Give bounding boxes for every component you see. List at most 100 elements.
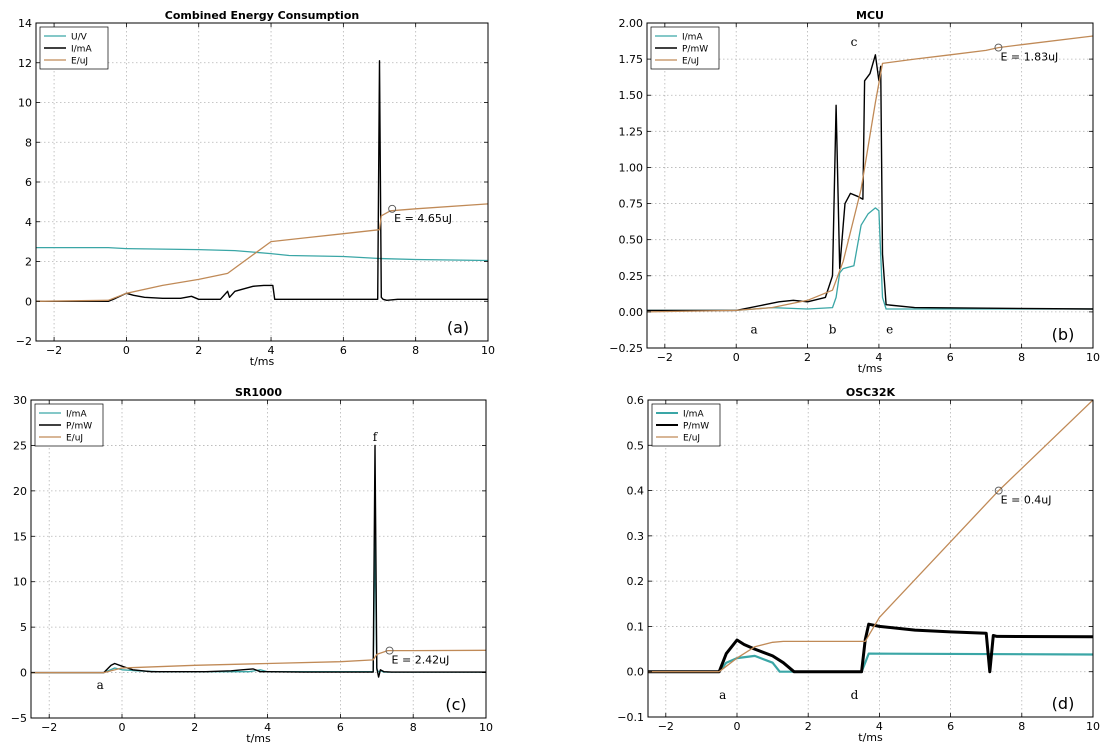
- x-tick-label: 10: [481, 344, 495, 357]
- plot-frame: [647, 399, 1094, 718]
- legend-entry: I/mA: [683, 410, 704, 420]
- x-tick-label: 4: [875, 351, 882, 364]
- chart-panel-3: −2 0 2 4 6 8 10 −5 0 5 10 15 20 25 30 SR1000 t/ms (c) E = …: [11, 386, 493, 745]
- panel-label: (d): [1052, 694, 1075, 713]
- energy-marker: [388, 204, 397, 213]
- series-line-i-ma: [31, 535, 486, 674]
- legend: U/V I/mA E/uJ: [39, 26, 109, 70]
- x-tick-label: 2: [805, 720, 812, 733]
- x-axis-label: t/ms: [858, 362, 883, 375]
- panel-label: (c): [445, 695, 466, 714]
- x-tick-label: 0: [123, 344, 130, 357]
- phase-label: f: [373, 430, 379, 444]
- legend-entry: E/uJ: [71, 57, 88, 67]
- legend-entry: U/V: [71, 33, 88, 43]
- y-tick-label: 2.00: [619, 17, 644, 30]
- legend-entry: P/mW: [66, 422, 92, 432]
- x-tick-label: 6: [947, 351, 954, 364]
- y-tick-label: −0.1: [617, 711, 644, 724]
- chart-title: SR1000: [235, 386, 282, 399]
- x-tick-label: 10: [1086, 720, 1100, 733]
- y-tick-label: 30: [13, 394, 27, 407]
- y-tick-label: −2: [16, 335, 32, 348]
- chart-panel-2: −2 0 2 4 6 8 10 −0.25 0.00 0.25 0.50 0.75 1.00 1.25 1.…: [609, 9, 1100, 375]
- phase-label: b: [829, 323, 837, 337]
- x-tick-label: 2: [804, 351, 811, 364]
- y-tick-label: 0.75: [619, 198, 644, 211]
- y-tick-label: 0.1: [627, 620, 645, 633]
- energy-marker: [385, 646, 394, 655]
- y-tick-label: 1.50: [619, 89, 644, 102]
- x-axis-label: t/ms: [858, 731, 883, 744]
- y-tick-label: 25: [13, 439, 27, 452]
- x-tick-label: −2: [658, 720, 674, 733]
- legend-entry: I/mA: [71, 45, 92, 55]
- y-tick-label: 0.00: [619, 306, 644, 319]
- x-tick-label: 8: [1018, 720, 1025, 733]
- legend: I/mA P/mW E/uJ: [650, 26, 720, 70]
- x-tick-label: 6: [337, 721, 344, 734]
- y-tick-label: 0.6: [627, 394, 645, 407]
- y-tick-label: 20: [13, 485, 27, 498]
- x-tick-label: 4: [264, 721, 271, 734]
- x-axis-label: t/ms: [250, 355, 275, 368]
- series-line-e-uj: [36, 203, 488, 302]
- x-tick-label: 0: [734, 720, 741, 733]
- x-tick-label: 2: [195, 344, 202, 357]
- phase-label: a: [750, 323, 757, 337]
- plot-frame: [646, 22, 1094, 349]
- y-tick-label: 0.4: [627, 485, 645, 498]
- energy-annotation: E = 0.4uJ: [1001, 494, 1052, 507]
- phase-label: a: [719, 688, 726, 702]
- y-tick-label: 4: [25, 216, 32, 229]
- y-tick-label: 0.0: [627, 666, 645, 679]
- y-tick-label: 0: [20, 667, 27, 680]
- phase-label: c: [851, 35, 858, 49]
- legend: I/mA P/mW E/uJ: [34, 403, 104, 447]
- legend-entry: I/mA: [682, 33, 703, 43]
- x-tick-label: 2: [191, 721, 198, 734]
- x-tick-label: −2: [657, 351, 673, 364]
- x-tick-label: 10: [1086, 351, 1100, 364]
- y-tick-label: 1.75: [619, 53, 644, 66]
- x-tick-label: 0: [733, 351, 740, 364]
- legend-entry: E/uJ: [683, 434, 700, 444]
- y-tick-label: −0.25: [609, 342, 643, 355]
- panel-label: (b): [1052, 325, 1075, 344]
- chart-title: MCU: [856, 9, 884, 22]
- series-line-i-ma: [648, 652, 1093, 673]
- x-tick-label: 8: [412, 344, 419, 357]
- x-tick-label: 8: [1018, 351, 1025, 364]
- series-line-e-uj: [648, 400, 1093, 673]
- series-line-p-mw: [648, 622, 1093, 674]
- phase-label: e: [886, 323, 893, 337]
- y-tick-label: 0.3: [627, 530, 645, 543]
- phase-label: d: [851, 688, 859, 702]
- y-tick-label: 0.5: [627, 439, 645, 452]
- panel-label: (a): [447, 318, 469, 337]
- series-line-i-ma: [647, 207, 1093, 312]
- y-tick-label: 0.25: [619, 270, 644, 283]
- y-tick-label: 0: [25, 295, 32, 308]
- y-tick-label: 1.00: [619, 161, 644, 174]
- legend: I/mA P/mW E/uJ: [651, 403, 721, 447]
- energy-marker: [994, 486, 1003, 495]
- legend-entry: E/uJ: [682, 57, 699, 67]
- y-tick-label: −5: [11, 712, 27, 725]
- y-tick-label: 12: [18, 57, 32, 70]
- x-tick-label: 8: [410, 721, 417, 734]
- x-tick-label: 0: [119, 721, 126, 734]
- series-line-p-mw: [647, 54, 1093, 312]
- energy-annotation: E = 4.65uJ: [394, 212, 452, 225]
- legend-entry: P/mW: [682, 45, 708, 55]
- phase-label: a: [97, 678, 104, 692]
- x-tick-label: 4: [876, 720, 883, 733]
- y-tick-label: 6: [25, 176, 32, 189]
- x-tick-label: −2: [46, 344, 62, 357]
- x-tick-label: 10: [479, 721, 493, 734]
- y-tick-label: 2: [25, 256, 32, 269]
- y-tick-label: 0.2: [627, 575, 645, 588]
- x-tick-label: 6: [947, 720, 954, 733]
- legend-entry: E/uJ: [66, 434, 83, 444]
- series-line-i-ma: [36, 60, 488, 302]
